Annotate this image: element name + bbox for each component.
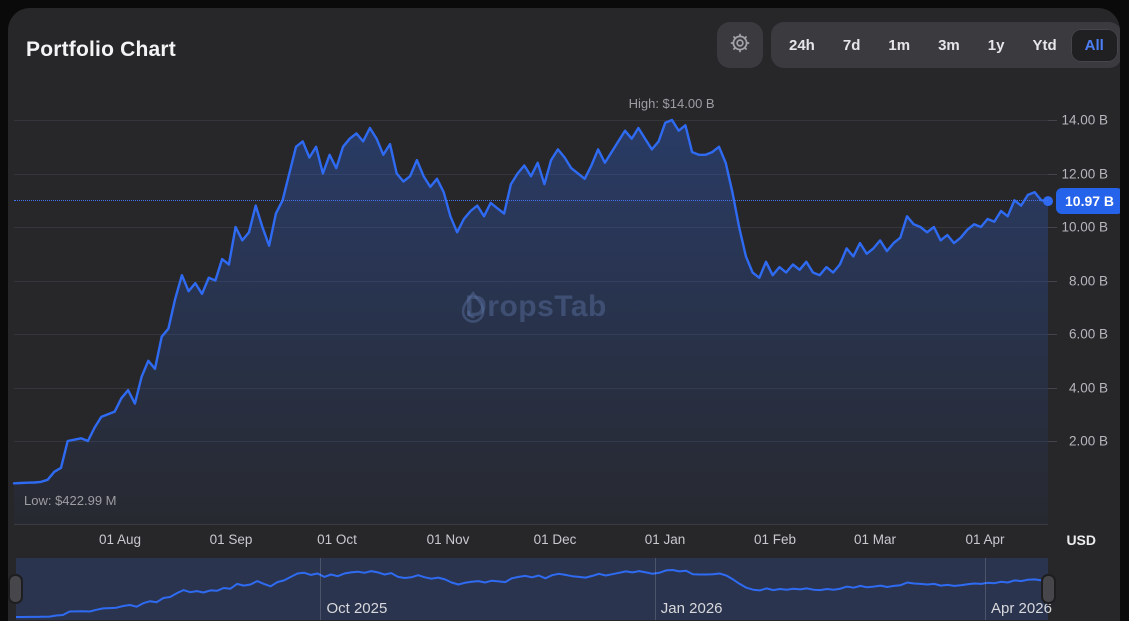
range-button-1m[interactable]: 1m: [888, 36, 911, 54]
x-tick-label: 01 Jan: [644, 532, 686, 547]
y-tick-mark: [1048, 173, 1057, 175]
x-tick-label: 01 Mar: [853, 532, 897, 547]
minimap-gridline: [654, 558, 656, 620]
minimap-chart: [16, 558, 1048, 620]
time-range-selector: 24h 7d 1m 3m 1y Ytd All: [771, 22, 1120, 68]
portfolio-line-chart: [12, 118, 1053, 524]
current-value-dotted-line: [14, 200, 1048, 202]
gridline: [14, 120, 1048, 121]
y-tick-mark: [1048, 280, 1057, 282]
low-value-label: Low: $422.99 M: [24, 493, 117, 509]
gear-icon: [729, 32, 751, 59]
range-handle-right[interactable]: [1041, 574, 1056, 604]
range-handle-left[interactable]: [8, 574, 23, 604]
range-button-3m[interactable]: 3m: [938, 36, 960, 54]
high-value-label: High: $14.00 B: [628, 96, 715, 111]
x-tick-label: 01 Nov: [426, 532, 470, 547]
y-tick-label: 6.00 B: [1068, 326, 1108, 342]
main-chart-plot[interactable]: High: $14.00 B Low: $422.99 M DropsTab: [12, 94, 1053, 524]
chart-settings-button[interactable]: [717, 22, 763, 68]
y-tick-label: 8.00 B: [1068, 273, 1108, 288]
y-tick-mark: [1048, 334, 1057, 335]
minimap-date-label: Jan 2026: [660, 600, 723, 617]
y-tick-label: 10.00 B: [1061, 219, 1108, 235]
minimap-line: [16, 570, 1048, 617]
current-value-dot: [1043, 196, 1053, 207]
y-tick-label: 14.00 B: [1061, 112, 1108, 128]
minimap-date-label: Oct 2025: [326, 600, 388, 617]
currency-label: USD: [1066, 532, 1096, 548]
x-axis: USD 01 Aug 01 Sep 01 Oct 01 Nov 01 Dec 01 Jan…: [8, 524, 1120, 558]
range-button-all[interactable]: All: [1070, 28, 1118, 62]
x-tick-label: 01 Dec: [533, 532, 577, 547]
current-value-badge: 10.97 B: [1056, 188, 1120, 215]
minimap-gridline: [320, 558, 322, 620]
header: Portfolio Chart 24h 7d 1m 3m 1y Ytd All: [8, 8, 1120, 94]
page-title: Portfolio Chart: [26, 38, 176, 61]
y-axis: 10.97 B 14.00 B 12.00 B 10.00 B 8.00 B 6.00 …: [1048, 94, 1120, 524]
x-tick-label: 01 Sep: [209, 532, 253, 547]
watermark: DropsTab: [455, 290, 607, 324]
y-tick-label: 2.00 B: [1068, 433, 1108, 449]
range-button-ytd[interactable]: Ytd: [1032, 36, 1057, 54]
x-tick-label: 01 Oct: [317, 532, 357, 547]
x-tick-label: 01 Apr: [965, 532, 1005, 547]
portfolio-chart-card: Portfolio Chart 24h 7d 1m 3m 1y Ytd All: [8, 8, 1120, 621]
y-tick-label: 12.00 B: [1061, 166, 1108, 181]
minimap-gridline: [985, 558, 987, 620]
y-tick-mark: [1048, 120, 1057, 121]
watermark-text: DropsTab: [465, 290, 607, 323]
y-tick-mark: [1048, 387, 1057, 389]
chart-region: High: $14.00 B Low: $422.99 M DropsTab 1…: [8, 94, 1120, 524]
range-button-24h[interactable]: 24h: [789, 36, 815, 54]
minimap-date-label: Apr 2026: [991, 600, 1052, 617]
chart-line: [12, 118, 1050, 485]
y-tick-mark: [1048, 227, 1057, 228]
range-button-1y[interactable]: 1y: [987, 36, 1005, 54]
minimap-range-scrubber[interactable]: Oct 2025 Jan 2026 Apr 2026: [8, 558, 1056, 620]
x-axis-separator: [14, 524, 1048, 525]
y-tick-mark: [1048, 441, 1057, 442]
x-tick-label: 01 Aug: [98, 532, 142, 547]
range-button-7d[interactable]: 7d: [842, 36, 861, 54]
x-tick-label: 01 Feb: [754, 532, 797, 547]
chart-area-fill: [14, 120, 1048, 524]
y-tick-label: 4.00 B: [1068, 380, 1108, 395]
